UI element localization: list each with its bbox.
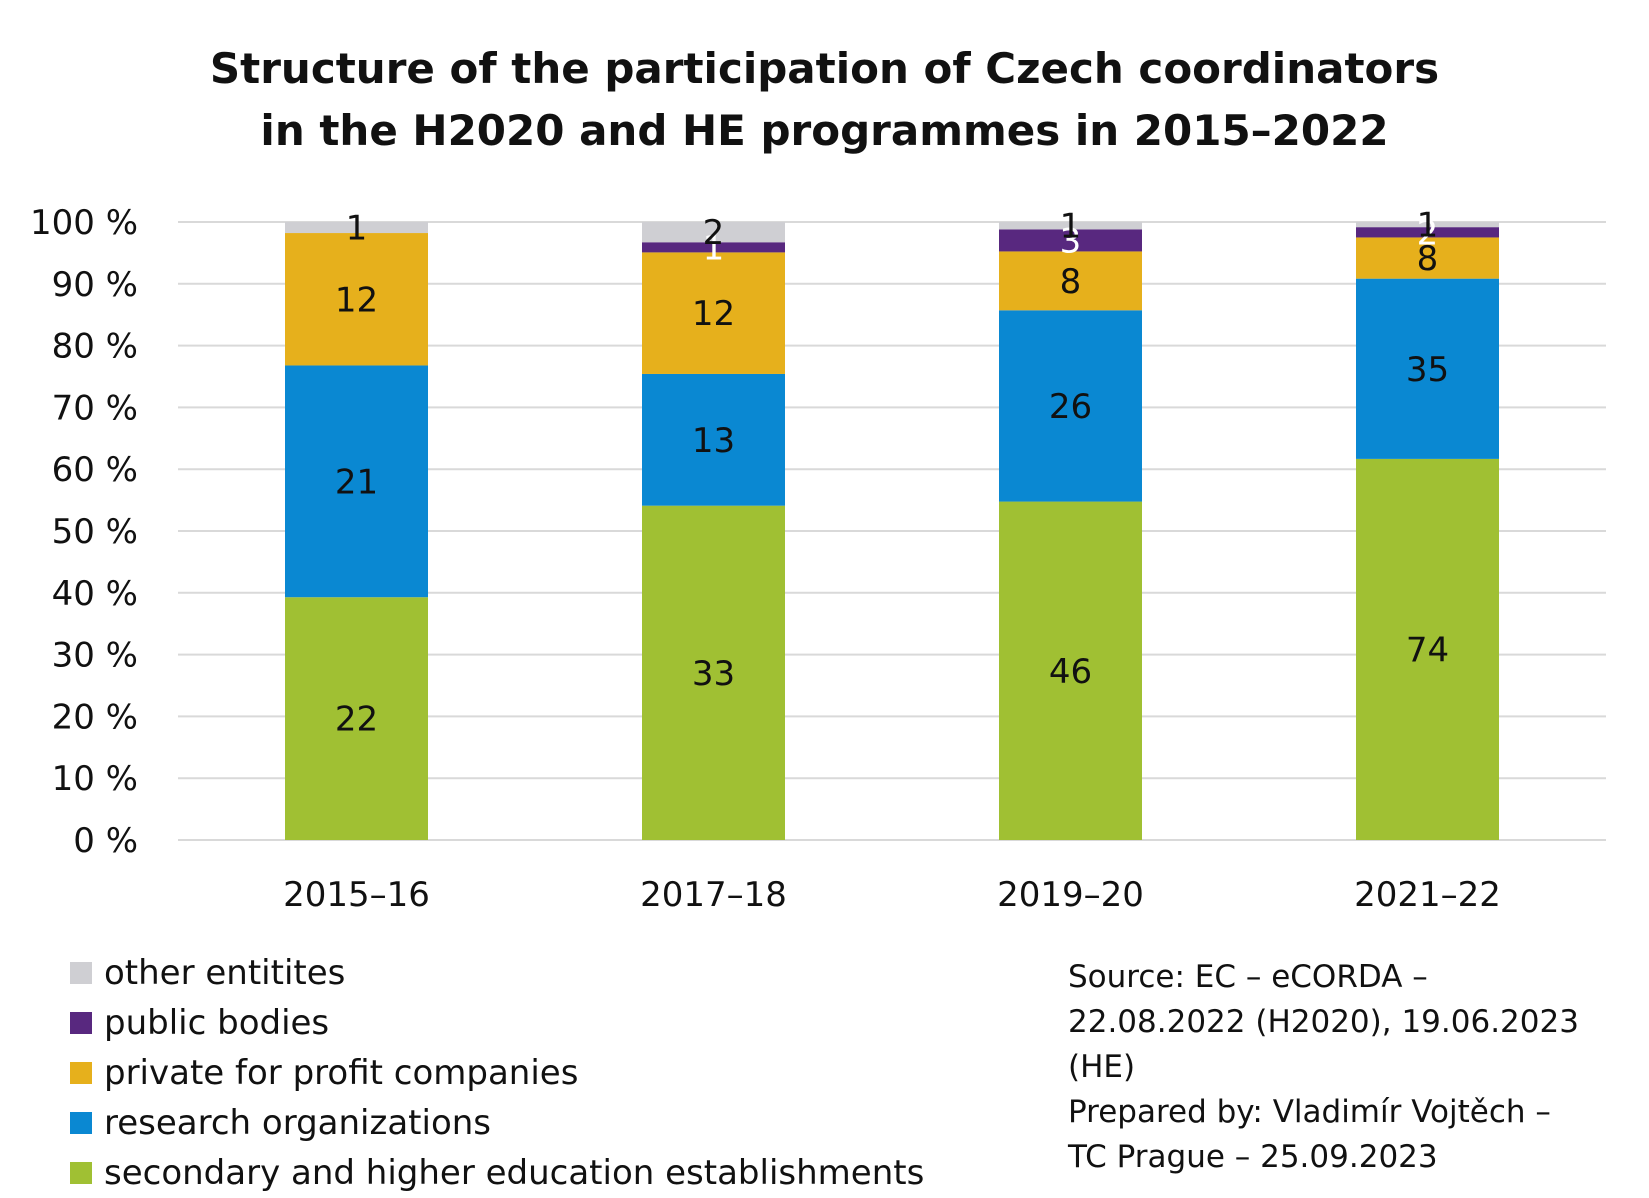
data-label: 1	[1060, 207, 1082, 247]
legend-item-private-companies: private for profit companies	[70, 1048, 924, 1098]
bar-segment	[642, 252, 785, 374]
y-tick-label: 80 %	[52, 327, 138, 367]
legend-swatch-public-bodies	[70, 1012, 92, 1034]
y-tick-label: 20 %	[52, 697, 138, 737]
bar-segment	[1356, 278, 1499, 459]
data-label: 8	[1060, 262, 1082, 302]
bar-segment	[999, 222, 1142, 230]
chart-title-line-2: in the H2020 and HE programmes in 2015–2…	[260, 106, 1389, 155]
y-tick-label: 70 %	[52, 388, 138, 428]
legend-item-other-entities: other entitites	[70, 948, 924, 998]
bar-segment	[285, 597, 428, 840]
data-label: 1	[703, 228, 725, 268]
data-label: 1	[1417, 206, 1439, 246]
x-tick-label: 2015–16	[283, 875, 430, 915]
bar-segment	[642, 505, 785, 840]
y-axis-tick-labels: 0 % 10 % 20 % 30 % 40 % 50 % 60 % 70 % 80 % 90 % 1…	[30, 203, 138, 861]
legend-swatch-education-establishments	[70, 1162, 92, 1184]
chart-title: Structure of the participation of Czech …	[0, 38, 1649, 162]
data-label: 26	[1049, 387, 1092, 427]
data-label: 3	[1060, 221, 1082, 261]
data-label: 22	[335, 700, 378, 740]
x-tick-label: 2017–18	[640, 875, 787, 915]
y-tick-label: 30 %	[52, 636, 138, 676]
legend-swatch-private-companies	[70, 1062, 92, 1084]
source-line-4: Prepared by: Vladimír Vojtěch –	[1068, 1094, 1551, 1130]
x-tick-label: 2021–22	[1354, 875, 1501, 915]
data-label: 8	[1417, 239, 1439, 279]
stacked-bar-chart: 0 % 10 % 20 % 30 % 40 % 50 % 60 % 70 % 80 % 90 % 1…	[30, 203, 1606, 915]
y-tick-label: 90 %	[52, 265, 138, 305]
y-tick-label: 40 %	[52, 574, 138, 614]
x-tick-label: 2019–20	[997, 875, 1144, 915]
data-label: 21	[335, 462, 378, 502]
legend-label-other-entities: other entitites	[104, 953, 346, 993]
bar-segment	[999, 310, 1142, 502]
bar-segment	[1356, 458, 1499, 840]
legend-label-private-companies: private for profit companies	[104, 1053, 579, 1093]
data-label: 12	[692, 294, 735, 334]
source-line-1: Source: EC – eCORDA –	[1068, 959, 1428, 995]
data-label: 74	[1406, 630, 1449, 670]
legend-label-public-bodies: public bodies	[104, 1003, 330, 1043]
data-label: 12	[335, 280, 378, 320]
legend-swatch-other-entities	[70, 962, 92, 984]
legend-label-education-establishments: secondary and higher education establish…	[104, 1153, 925, 1193]
y-tick-label: 50 %	[52, 512, 138, 552]
data-label: 46	[1049, 652, 1092, 692]
bar-segment	[285, 222, 428, 234]
y-tick-label: 100 %	[30, 203, 138, 243]
legend-label-research-organizations: research organizations	[104, 1103, 492, 1143]
legend: other entitites public bodies private fo…	[70, 948, 924, 1198]
bar-segment	[642, 373, 785, 506]
data-label: 2	[1417, 213, 1439, 253]
chart-title-line-1: Structure of the participation of Czech …	[209, 44, 1440, 93]
legend-item-research-organizations: research organizations	[70, 1098, 924, 1148]
bar-segment	[999, 229, 1142, 252]
data-label: 2	[703, 213, 725, 253]
legend-item-education-establishments: secondary and higher education establish…	[70, 1148, 924, 1198]
source-line-2: 22.08.2022 (H2020), 19.06.2023	[1068, 1004, 1579, 1040]
y-tick-label: 10 %	[52, 759, 138, 799]
data-label: 35	[1406, 350, 1449, 390]
legend-swatch-research-organizations	[70, 1112, 92, 1134]
bar-segment	[999, 501, 1142, 840]
bar-segment	[1356, 237, 1499, 279]
data-label: 33	[692, 654, 735, 694]
source-line-3: (HE)	[1068, 1049, 1136, 1085]
bars	[285, 222, 1499, 840]
y-tick-label: 0 %	[73, 821, 138, 861]
data-label: 13	[692, 421, 735, 461]
y-tick-label: 60 %	[52, 450, 138, 490]
bar-segment	[999, 251, 1142, 311]
source-note: Source: EC – eCORDA – 22.08.2022 (H2020)…	[1068, 955, 1628, 1180]
bar-segment	[642, 242, 785, 253]
bar-segment	[1356, 227, 1499, 238]
source-line-5: TC Prague – 25.09.2023	[1068, 1139, 1438, 1175]
data-label: 1	[346, 209, 368, 249]
bar-segment	[285, 365, 428, 598]
bar-segment	[285, 233, 428, 366]
bar-segment	[1356, 222, 1499, 228]
x-axis-tick-labels: 2015–16 2017–18 2019–20 2021–22	[283, 875, 1501, 915]
bar-segment	[642, 222, 785, 243]
legend-item-public-bodies: public bodies	[70, 998, 924, 1048]
